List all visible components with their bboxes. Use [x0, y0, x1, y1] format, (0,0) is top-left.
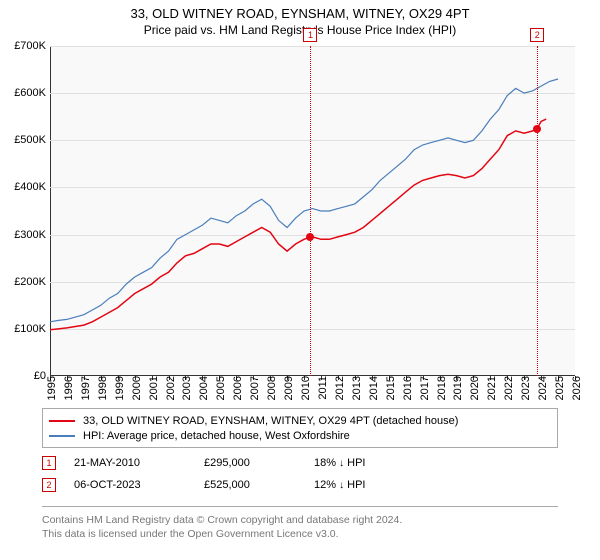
series-line — [50, 119, 546, 330]
y-axis-label: £500K — [14, 134, 50, 146]
event-marker-box: 1 — [303, 28, 317, 42]
event-date: 21-MAY-2010 — [74, 457, 204, 469]
series-line — [50, 79, 558, 322]
footer-line: This data is licensed under the Open Gov… — [42, 527, 558, 541]
x-axis-label: 2021 — [482, 376, 498, 400]
event-price: £295,000 — [204, 457, 314, 469]
x-axis-label: 2020 — [465, 376, 481, 400]
x-axis-label: 2023 — [516, 376, 532, 400]
legend-row: 33, OLD WITNEY ROAD, EYNSHAM, WITNEY, OX… — [49, 413, 551, 428]
down-arrow-icon: ↓ — [339, 458, 344, 469]
x-axis-label: 2025 — [550, 376, 566, 400]
event-row: 2 06-OCT-2023 £525,000 12% ↓ HPI — [42, 474, 558, 496]
x-axis-label: 2013 — [347, 376, 363, 400]
footer-attribution: Contains HM Land Registry data © Crown c… — [42, 506, 558, 541]
title-block: 33, OLD WITNEY ROAD, EYNSHAM, WITNEY, OX… — [0, 0, 600, 37]
x-axis-label: 2004 — [194, 376, 210, 400]
legend: 33, OLD WITNEY ROAD, EYNSHAM, WITNEY, OX… — [42, 408, 558, 448]
x-axis-label: 2008 — [262, 376, 278, 400]
x-axis-label: 2010 — [296, 376, 312, 400]
footer-line: Contains HM Land Registry data © Crown c… — [42, 513, 558, 527]
x-axis-label: 2015 — [381, 376, 397, 400]
event-marker-box: 2 — [530, 28, 544, 42]
x-axis-label: 2009 — [279, 376, 295, 400]
event-gap: 18% ↓ HPI — [314, 457, 394, 469]
x-axis-label: 1996 — [59, 376, 75, 400]
y-axis-label: £100K — [14, 323, 50, 335]
x-axis-label: 1999 — [110, 376, 126, 400]
event-marker-icon: 2 — [42, 478, 56, 492]
x-axis-label: 2022 — [499, 376, 515, 400]
events-table: 1 21-MAY-2010 £295,000 18% ↓ HPI 2 06-OC… — [42, 452, 558, 496]
y-axis-label: £200K — [14, 276, 50, 288]
event-marker-line — [310, 46, 311, 376]
legend-row: HPI: Average price, detached house, West… — [49, 428, 551, 443]
legend-swatch-icon — [49, 420, 75, 422]
down-arrow-icon: ↓ — [339, 480, 344, 491]
event-marker-line — [537, 46, 538, 376]
x-axis-label: 2002 — [161, 376, 177, 400]
x-axis-label: 2007 — [245, 376, 261, 400]
x-axis-label: 2019 — [448, 376, 464, 400]
series-lines — [50, 46, 575, 376]
x-axis-label: 2018 — [432, 376, 448, 400]
x-axis-label: 2012 — [330, 376, 346, 400]
event-date: 06-OCT-2023 — [74, 479, 204, 491]
event-marker-icon: 1 — [42, 456, 56, 470]
x-axis-label: 2017 — [415, 376, 431, 400]
plot-area: £0£100K£200K£300K£400K£500K£600K£700K 19… — [50, 46, 575, 376]
event-row: 1 21-MAY-2010 £295,000 18% ↓ HPI — [42, 452, 558, 474]
x-axis-label: 2001 — [144, 376, 160, 400]
legend-label: 33, OLD WITNEY ROAD, EYNSHAM, WITNEY, OX… — [83, 415, 458, 427]
event-price: £525,000 — [204, 479, 314, 491]
event-dot-icon — [306, 233, 314, 241]
y-axis-label: £700K — [14, 40, 50, 52]
x-axis-label: 2006 — [228, 376, 244, 400]
event-gap: 12% ↓ HPI — [314, 479, 394, 491]
x-axis-label: 2000 — [127, 376, 143, 400]
y-axis-label: £300K — [14, 229, 50, 241]
x-axis-label: 1995 — [42, 376, 58, 400]
x-axis-label: 1998 — [93, 376, 109, 400]
x-axis-label: 2003 — [177, 376, 193, 400]
event-dot-icon — [533, 125, 541, 133]
chart-title: 33, OLD WITNEY ROAD, EYNSHAM, WITNEY, OX… — [0, 6, 600, 21]
x-axis-label: 1997 — [76, 376, 92, 400]
y-axis-label: £400K — [14, 181, 50, 193]
legend-label: HPI: Average price, detached house, West… — [83, 430, 350, 442]
legend-swatch-icon — [49, 435, 75, 437]
chart-container: 33, OLD WITNEY ROAD, EYNSHAM, WITNEY, OX… — [0, 0, 600, 560]
x-axis-label: 2024 — [533, 376, 549, 400]
x-axis-label: 2005 — [211, 376, 227, 400]
x-axis-label: 2016 — [398, 376, 414, 400]
chart-subtitle: Price paid vs. HM Land Registry's House … — [0, 23, 600, 37]
x-axis-label: 2014 — [364, 376, 380, 400]
x-axis-label: 2026 — [567, 376, 583, 400]
x-axis-label: 2011 — [313, 376, 329, 400]
y-axis-label: £600K — [14, 87, 50, 99]
